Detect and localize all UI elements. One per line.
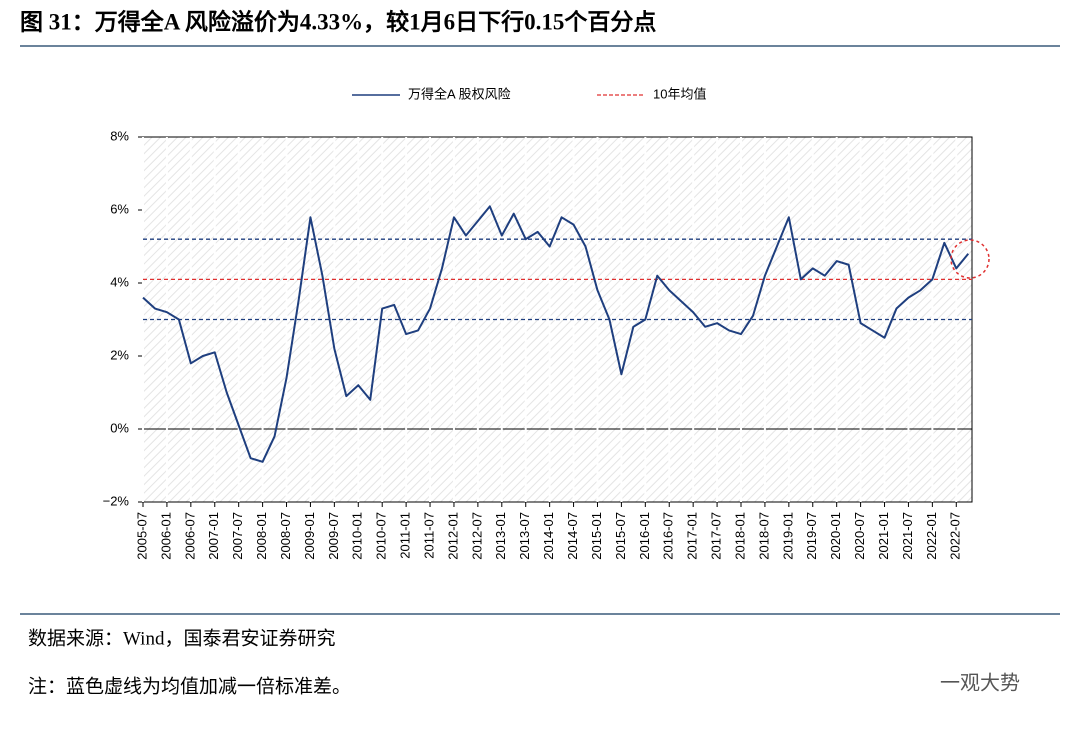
x-tick-label: 2010-01 bbox=[350, 512, 365, 560]
x-tick-label: 2012-01 bbox=[445, 512, 460, 560]
x-tick-label: 2016-07 bbox=[661, 512, 676, 560]
x-tick-label: 2014-01 bbox=[541, 512, 556, 560]
x-tick-label: 2015-07 bbox=[613, 512, 628, 560]
x-tick-label: 2017-07 bbox=[709, 512, 724, 560]
x-tick-label: 2007-07 bbox=[230, 512, 245, 560]
x-tick-label: 2014-07 bbox=[565, 512, 580, 560]
note: 注：蓝色虚线为均值加减一倍标准差。 bbox=[28, 675, 351, 697]
source: 数据来源：Wind，国泰君安证券研究 bbox=[28, 627, 335, 649]
x-tick-label: 2005-07 bbox=[134, 512, 149, 560]
x-tick-label: 2015-01 bbox=[589, 512, 604, 560]
x-tick-label: 2010-07 bbox=[374, 512, 389, 560]
x-tick-label: 2022-07 bbox=[948, 512, 963, 560]
y-tick-label: 2% bbox=[110, 347, 129, 362]
x-tick-label: 2013-07 bbox=[517, 512, 532, 560]
x-tick-label: 2013-01 bbox=[493, 512, 508, 560]
y-tick-label: 0% bbox=[110, 420, 129, 435]
x-tick-label: 2012-07 bbox=[469, 512, 484, 560]
x-tick-label: 2011-01 bbox=[398, 512, 413, 559]
y-tick-label: 4% bbox=[110, 274, 129, 289]
y-tick-label: 8% bbox=[110, 128, 129, 143]
watermark: 一观大势 bbox=[940, 671, 1020, 694]
x-tick-label: 2011-07 bbox=[421, 512, 436, 559]
x-tick-label: 2006-01 bbox=[158, 512, 173, 560]
x-tick-label: 2008-01 bbox=[254, 512, 269, 560]
x-tick-label: 2019-01 bbox=[780, 512, 795, 560]
x-tick-label: 2007-01 bbox=[206, 512, 221, 560]
x-tick-label: 2019-07 bbox=[804, 512, 819, 560]
y-tick-label: 6% bbox=[110, 201, 129, 216]
legend-label: 万得全A 股权风险 bbox=[408, 86, 511, 101]
x-tick-label: 2009-01 bbox=[302, 512, 317, 560]
data-line bbox=[142, 205, 970, 463]
x-tick-label: 2006-07 bbox=[182, 512, 197, 560]
x-tick-label: 2021-07 bbox=[900, 512, 915, 560]
legend-label: 10年均值 bbox=[653, 86, 706, 101]
x-tick-label: 2017-01 bbox=[685, 512, 700, 560]
x-tick-label: 2018-01 bbox=[732, 512, 747, 560]
x-tick-label: 2020-07 bbox=[852, 512, 867, 560]
x-tick-label: 2018-07 bbox=[756, 512, 771, 560]
y-tick-label: −2% bbox=[103, 493, 130, 508]
x-tick-label: 2021-01 bbox=[876, 512, 891, 560]
x-tick-label: 2020-01 bbox=[828, 512, 843, 560]
x-tick-label: 2009-07 bbox=[326, 512, 341, 560]
title: 图 31：万得全A 风险溢价为4.33%，较1月6日下行0.15个百分点 bbox=[20, 8, 656, 34]
x-tick-label: 2016-01 bbox=[637, 512, 652, 560]
x-tick-label: 2022-01 bbox=[924, 512, 939, 560]
highlight-circle bbox=[950, 239, 990, 279]
x-tick-label: 2008-07 bbox=[278, 512, 293, 560]
